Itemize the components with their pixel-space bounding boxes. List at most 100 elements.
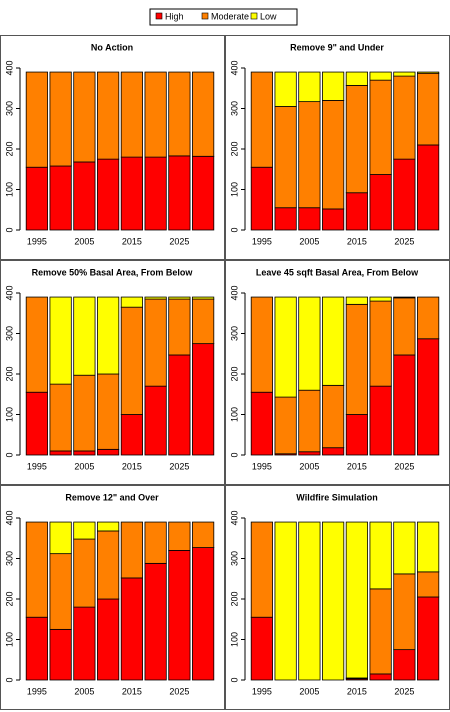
x-tick-label: 2005 xyxy=(74,461,94,471)
bar-segment xyxy=(73,161,96,231)
bar-segment xyxy=(97,373,120,450)
bar-segment xyxy=(393,75,416,160)
bar-segment xyxy=(345,85,368,194)
bar-segment xyxy=(250,616,273,681)
y-tick-label: 300 xyxy=(4,101,14,116)
bar-segment xyxy=(393,297,416,356)
bar-segment xyxy=(417,71,440,74)
bar-segment xyxy=(97,530,120,600)
bar-segment xyxy=(49,296,72,385)
bar-segment xyxy=(168,354,191,456)
panel-title: Remove 9" and Under xyxy=(290,42,384,52)
legend-swatch xyxy=(250,12,258,20)
bar-segment xyxy=(274,296,297,398)
bar-segment xyxy=(120,156,143,231)
bar-segment xyxy=(345,521,368,679)
bar-segment xyxy=(97,296,120,375)
legend-box xyxy=(149,8,298,26)
bar-segment xyxy=(345,303,368,415)
bar-segment xyxy=(192,547,215,681)
panel xyxy=(0,260,225,485)
bar-segment xyxy=(120,306,143,415)
bar-segment xyxy=(49,521,72,555)
bar-segment xyxy=(393,158,416,231)
bar-segment xyxy=(73,538,96,608)
bar-segment xyxy=(97,521,120,532)
bar-segment xyxy=(49,450,72,456)
y-tick-label: 100 xyxy=(229,632,239,647)
panel-title: No Action xyxy=(91,42,133,52)
x-tick-label: 1995 xyxy=(27,236,47,246)
bar-segment xyxy=(144,298,167,387)
bar-segment xyxy=(417,296,440,340)
x-tick-label: 1995 xyxy=(27,686,47,696)
x-tick-label: 2015 xyxy=(122,236,142,246)
bar-segment xyxy=(393,521,416,575)
y-tick-label: 100 xyxy=(4,407,14,422)
bar-segment xyxy=(345,192,368,231)
bar-segment xyxy=(250,166,273,231)
bar-segment xyxy=(25,296,48,393)
bar-segment xyxy=(417,596,440,681)
bar-segment xyxy=(192,71,215,157)
bar-segment xyxy=(192,296,215,300)
y-tick-label: 300 xyxy=(229,326,239,341)
bar-segment xyxy=(144,71,167,158)
bar-segment xyxy=(73,450,96,456)
bar-segment xyxy=(369,300,392,387)
y-tick-label: 0 xyxy=(4,452,14,457)
panel-title: Remove 12" and Over xyxy=(65,492,159,502)
bar-segment xyxy=(73,71,96,163)
bar-segment xyxy=(322,208,345,231)
x-tick-label: 2025 xyxy=(394,686,414,696)
y-tick-label: 300 xyxy=(229,551,239,566)
bar-segment xyxy=(192,343,215,456)
y-tick-label: 100 xyxy=(4,182,14,197)
y-tick-label: 0 xyxy=(4,227,14,232)
bar-segment xyxy=(144,156,167,231)
bar-segment xyxy=(97,598,120,681)
x-tick-label: 2005 xyxy=(74,686,94,696)
bar-segment xyxy=(144,562,167,681)
y-tick-label: 200 xyxy=(229,591,239,606)
bar-segment xyxy=(274,71,297,107)
bar-segment xyxy=(120,521,143,579)
bar-segment xyxy=(274,207,297,231)
x-tick-label: 2005 xyxy=(74,236,94,246)
y-tick-label: 200 xyxy=(4,366,14,381)
x-tick-label: 2015 xyxy=(347,461,367,471)
bar-segment xyxy=(369,174,392,231)
y-tick-label: 100 xyxy=(4,632,14,647)
x-tick-label: 2025 xyxy=(394,236,414,246)
bar-segment xyxy=(73,374,96,452)
y-tick-label: 400 xyxy=(4,285,14,300)
bar-segment xyxy=(369,588,392,675)
y-tick-label: 100 xyxy=(229,407,239,422)
y-tick-label: 300 xyxy=(4,326,14,341)
panel-title: Leave 45 sqft Basal Area, From Below xyxy=(256,267,419,277)
bar-segment xyxy=(168,550,191,681)
bar-segment xyxy=(49,553,72,630)
bar-segment xyxy=(322,71,345,101)
y-tick-label: 0 xyxy=(229,677,239,682)
bar-segment xyxy=(192,298,215,345)
bar-segment xyxy=(73,296,96,376)
bar-segment xyxy=(144,385,167,456)
x-tick-label: 2015 xyxy=(122,686,142,696)
x-tick-label: 2015 xyxy=(122,461,142,471)
bar-segment xyxy=(49,628,72,681)
bar-segment xyxy=(49,383,72,452)
bar-segment xyxy=(369,673,392,681)
legend-swatch xyxy=(201,12,209,20)
bar-segment xyxy=(25,391,48,456)
bar-segment xyxy=(250,296,273,393)
y-tick-label: 200 xyxy=(4,591,14,606)
bar-segment xyxy=(168,298,191,356)
y-tick-label: 0 xyxy=(229,227,239,232)
bar-segment xyxy=(298,521,321,681)
bar-segment xyxy=(250,521,273,618)
y-tick-label: 400 xyxy=(4,510,14,525)
x-tick-label: 2025 xyxy=(169,686,189,696)
bar-segment xyxy=(417,521,440,573)
